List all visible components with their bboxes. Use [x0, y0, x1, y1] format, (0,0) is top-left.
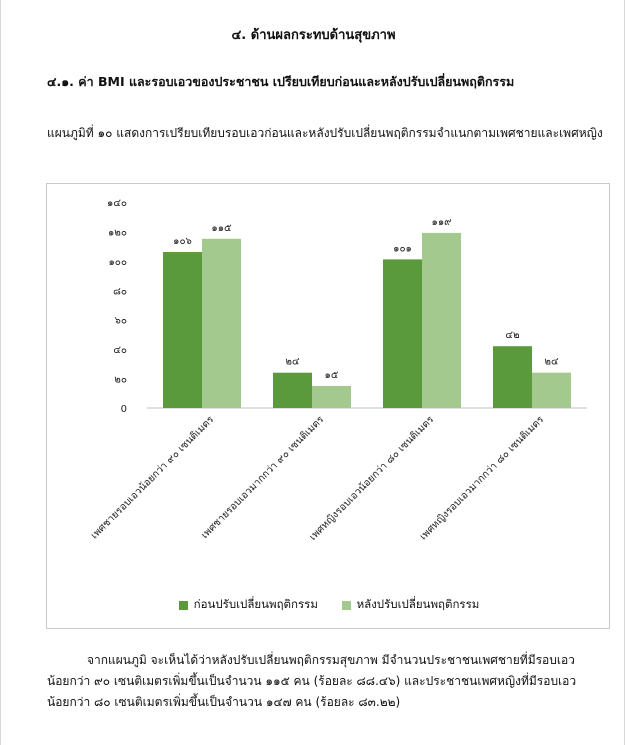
- bar-after: [422, 232, 461, 408]
- legend-item-before: ก่อนปรับเปลี่ยนพฤติกรรม: [178, 596, 318, 614]
- bar-before: [163, 252, 202, 408]
- legend-swatch-before: [178, 600, 188, 610]
- body-line-1: จากแผนภูมิ จะเห็นได้ว่าหลังปรับเปลี่ยนพฤ…: [87, 653, 575, 667]
- data-label: ๑๕: [325, 370, 339, 381]
- y-tick-label: ๘๐: [113, 286, 127, 297]
- category-label: เพศหญิงรอบเอวมากกว่า ๘๐ เซนติเมตร: [418, 414, 547, 543]
- chart-caption: แผนภูมิที่ ๑๐ แสดงการเปรียบเทียบรอบเอวก่…: [47, 126, 603, 140]
- y-tick-label: ๑๒๐: [108, 227, 127, 238]
- data-label: ๑๑๕: [211, 223, 232, 234]
- y-tick-label: 0: [121, 404, 127, 415]
- y-tick-label: ๒๐: [114, 375, 127, 386]
- legend-label-after: หลังปรับเปลี่ยนพฤติกรรม: [356, 597, 480, 611]
- data-label: ๒๔: [285, 357, 300, 368]
- data-label: ๑๑๙: [431, 217, 451, 228]
- body-paragraph: จากแผนภูมิ จะเห็นได้ว่าหลังปรับเปลี่ยนพฤ…: [47, 650, 607, 713]
- bar-before: [383, 259, 422, 408]
- data-label: ๑๐๖: [173, 236, 192, 247]
- y-tick-label: ๖๐: [115, 316, 127, 327]
- chart-frame: 0 ๒๐ ๔๐ ๖๐ ๘๐ ๑๐๐ ๑๒๐ ๑๔๐๑๐๖ ๑๑๕เพศชายรอบเอวน้อย…: [46, 183, 610, 629]
- section-title: ๔. ด้านผลกระทบด้านสุขภาพ: [231, 28, 396, 43]
- data-label: ๔๒: [505, 330, 519, 341]
- body-line-2: น้อยกว่า ๙๐ เซนติเมตรเพิ่มขึ้นเป็นจำนวน …: [47, 674, 577, 688]
- bar-after: [532, 372, 571, 408]
- body-line-3: น้อยกว่า ๘๐ เซนติเมตรเพิ่มขึ้นเป็นจำนวน …: [47, 695, 401, 709]
- subsection-title: ๔.๑. ค่า BMI และรอบเอวของประชาชน เปรียบเ…: [47, 74, 515, 89]
- y-tick-label: ๔๐: [113, 345, 127, 356]
- data-label: ๒๔: [544, 357, 559, 368]
- bar-before: [273, 372, 312, 408]
- legend-item-after: หลังปรับเปลี่ยนพฤติกรรม: [341, 596, 480, 614]
- category-label: เพศชายรอบเอวมากกว่า ๙๐ เซนติเมตร: [199, 414, 326, 541]
- legend-label-before: ก่อนปรับเปลี่ยนพฤติกรรม: [193, 597, 318, 611]
- legend-swatch-after: [341, 600, 351, 610]
- chart-legend: ก่อนปรับเปลี่ยนพฤติกรรม หลังปรับเปลี่ยนพ…: [47, 596, 611, 614]
- bar-after: [202, 238, 241, 408]
- category-label: เพศหญิงรอบเอวน้อยกว่า ๘๐ เซนติเมตร: [307, 413, 437, 543]
- y-tick-label: ๑๐๐: [108, 257, 127, 268]
- bar-after: [312, 385, 351, 408]
- data-label: ๑๐๑: [393, 243, 412, 254]
- y-tick-label: ๑๔๐: [107, 198, 127, 209]
- category-label: เพศชายรอบเอวน้อยกว่า ๙๐ เซนติเมตร: [88, 413, 216, 541]
- bar-before: [493, 346, 532, 408]
